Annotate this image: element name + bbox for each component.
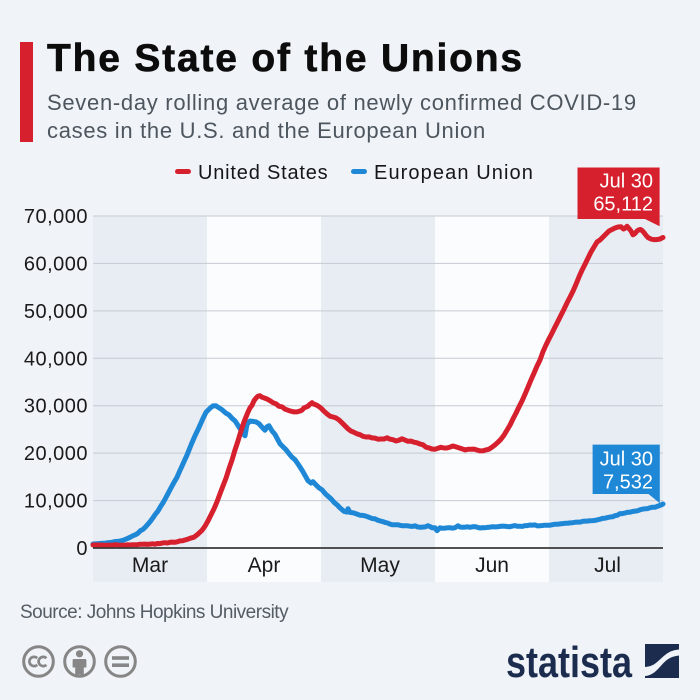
svg-text:10,000: 10,000 [24,491,88,513]
svg-text:Apr: Apr [248,554,281,577]
svg-text:40,000: 40,000 [24,348,88,370]
svg-text:0: 0 [76,538,88,560]
svg-text:European Union: European Union [374,162,534,184]
svg-text:Source: Johns Hopkins Universi: Source: Johns Hopkins University [20,602,289,623]
svg-text:7,532: 7,532 [603,472,653,494]
svg-text:Jul 30: Jul 30 [600,449,653,471]
svg-text:May: May [360,554,400,577]
svg-text:Jul 30: Jul 30 [600,171,653,193]
svg-text:65,112: 65,112 [593,194,653,216]
svg-text:20,000: 20,000 [24,443,88,465]
svg-text:statista: statista [506,638,632,687]
svg-text:Jul: Jul [594,554,621,577]
svg-text:30,000: 30,000 [24,396,88,418]
svg-text:Jun: Jun [475,554,509,577]
svg-text:70,000: 70,000 [24,206,88,228]
svg-text:Mar: Mar [132,554,168,577]
svg-text:50,000: 50,000 [24,301,88,323]
svg-text:United States: United States [198,162,328,184]
svg-text:60,000: 60,000 [24,253,88,275]
